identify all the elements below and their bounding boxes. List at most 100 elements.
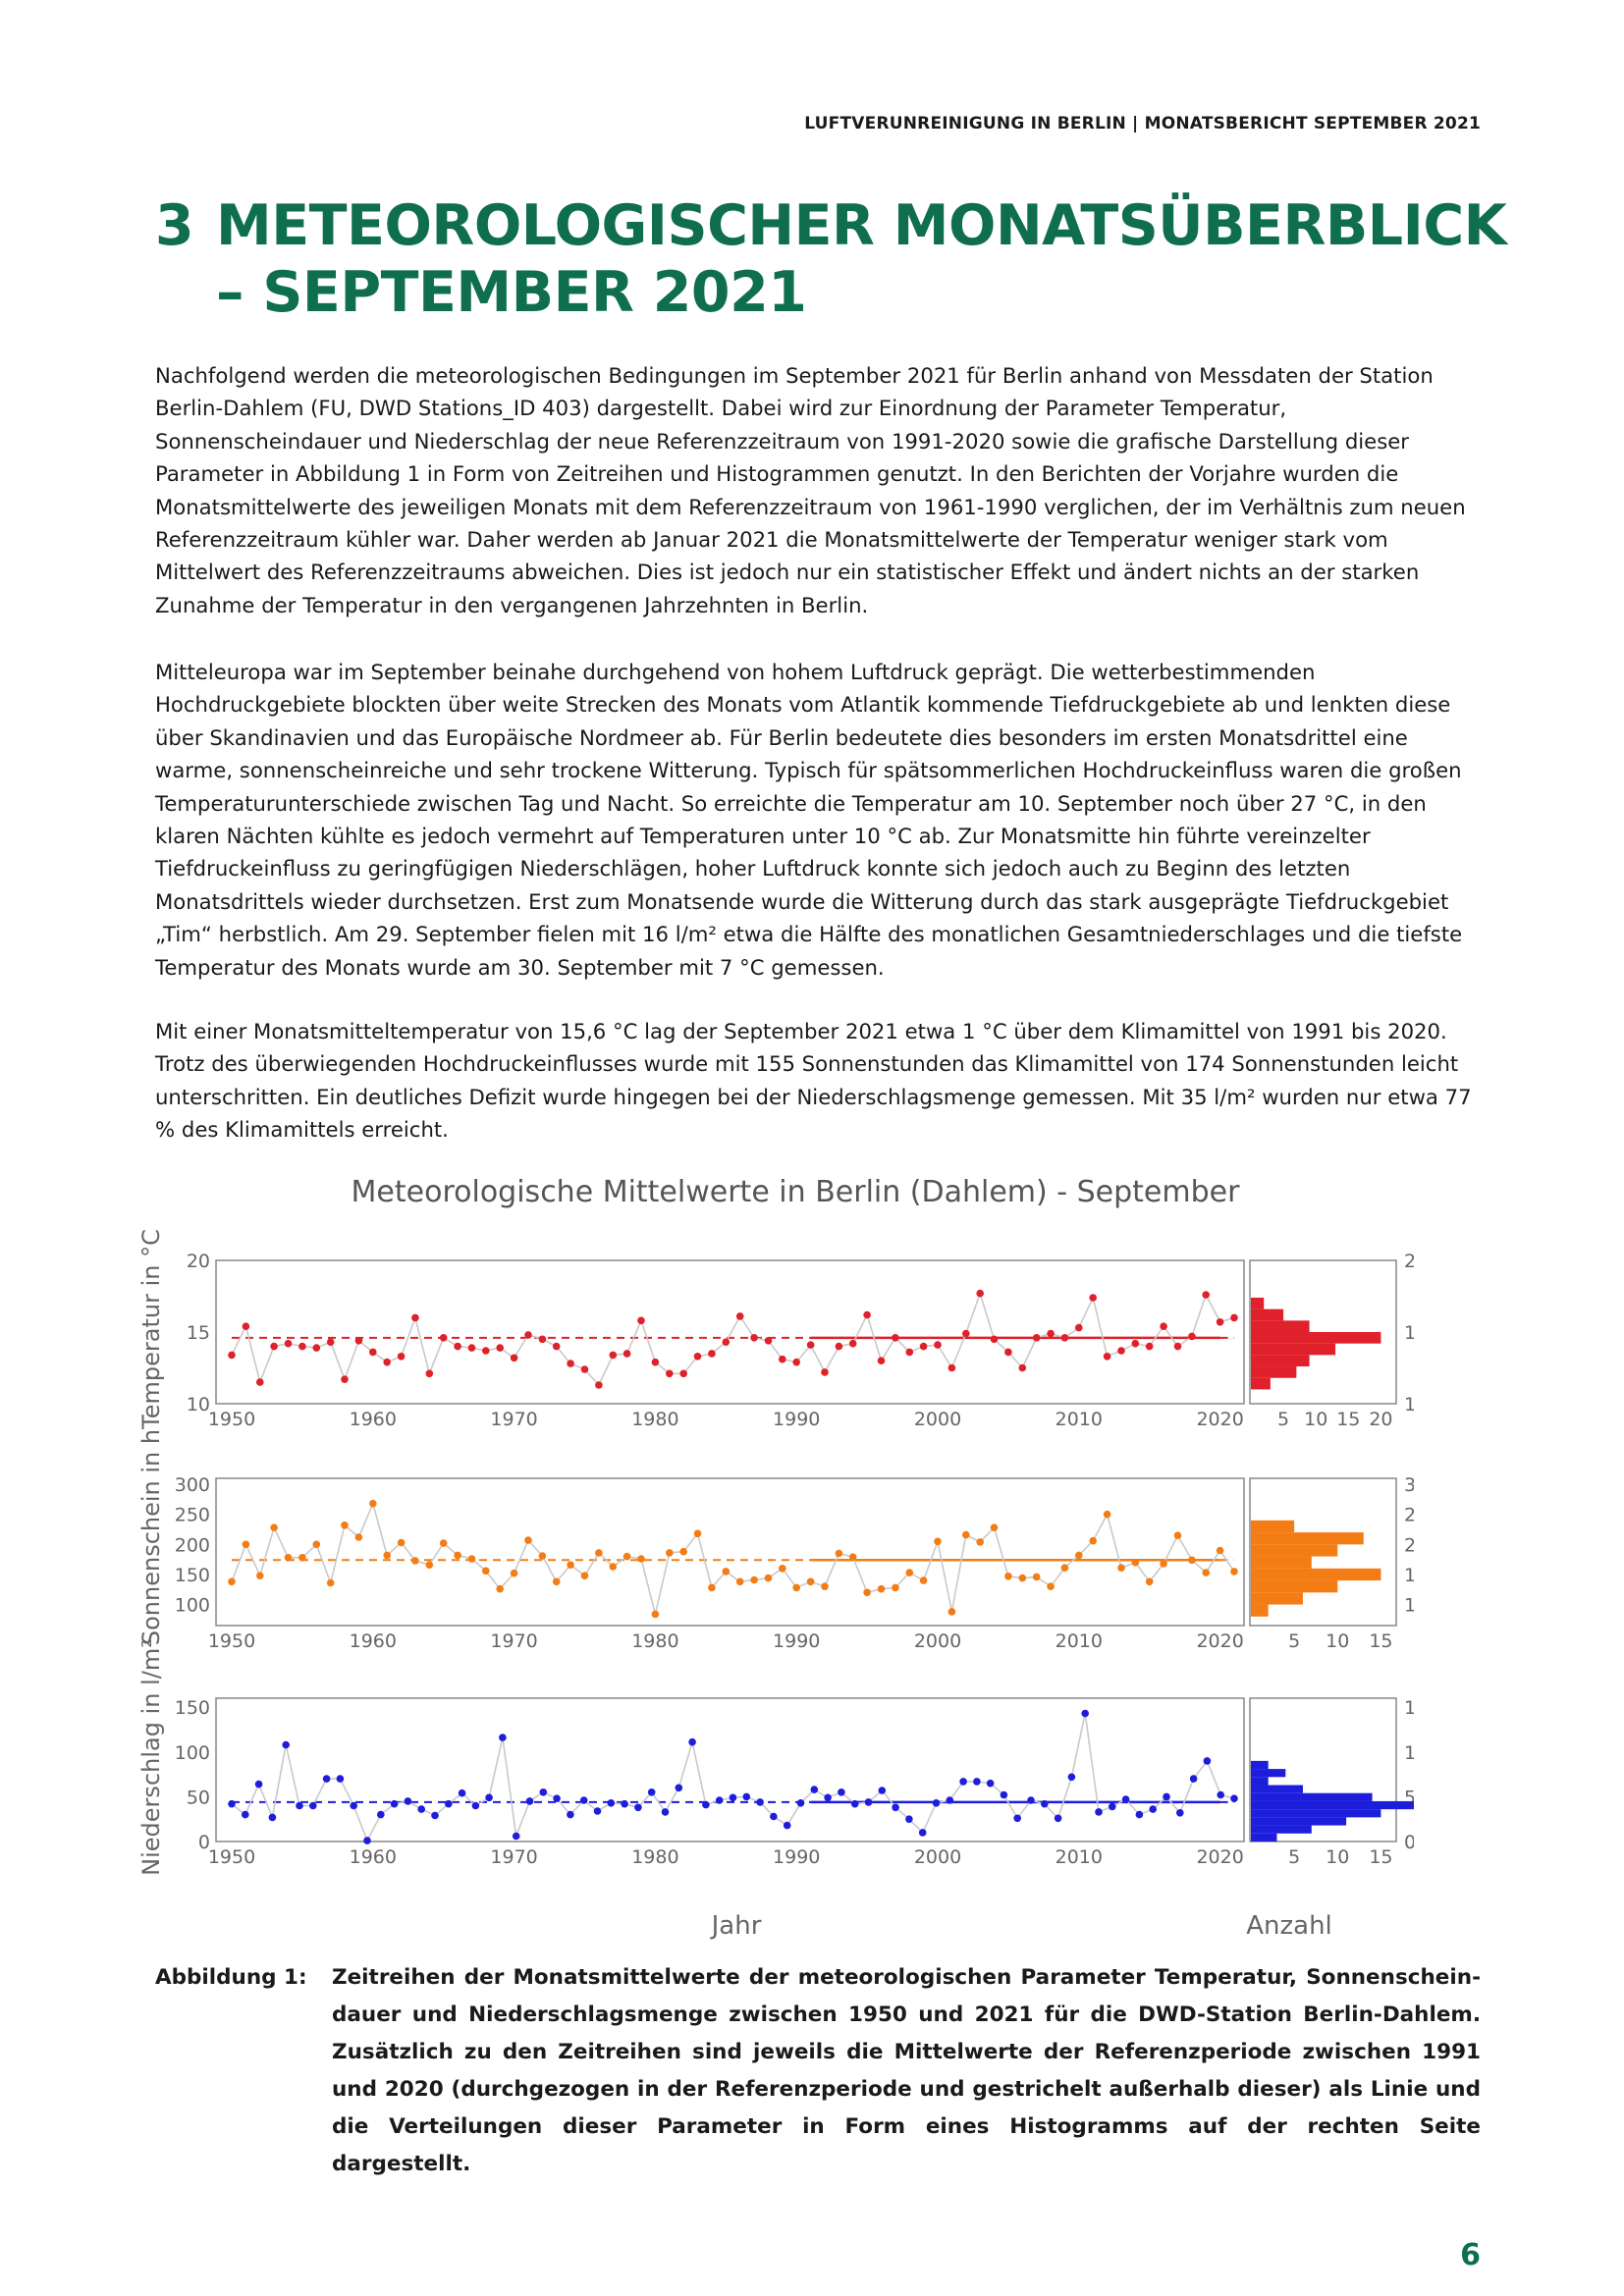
data-point bbox=[821, 1368, 829, 1376]
data-point bbox=[779, 1355, 786, 1363]
paragraph-intro: Nachfolgend werden die meteorologischen … bbox=[155, 363, 1466, 617]
x-tick-label: 1980 bbox=[631, 1630, 678, 1652]
panel-sonnenschein: 100 100 150 150 200 200 250 250 300 300 1950 1960 19… bbox=[175, 1474, 1414, 1652]
hist-x-tick-label: 10 bbox=[1326, 1846, 1349, 1868]
data-point bbox=[864, 1798, 873, 1806]
data-point bbox=[661, 1808, 670, 1816]
histogram-bar bbox=[1251, 1377, 1271, 1390]
data-point bbox=[1131, 1339, 1140, 1348]
data-point bbox=[666, 1369, 674, 1378]
data-point bbox=[647, 1789, 656, 1796]
data-point bbox=[539, 1789, 548, 1796]
x-tick-label: 1950 bbox=[208, 1846, 255, 1868]
data-point bbox=[990, 1335, 999, 1344]
data-point bbox=[354, 1533, 363, 1541]
data-point bbox=[722, 1568, 731, 1575]
data-point bbox=[1032, 1334, 1041, 1342]
data-point bbox=[651, 1358, 660, 1366]
data-point bbox=[1047, 1329, 1055, 1338]
y-tick-label: 100 bbox=[175, 1595, 210, 1617]
data-point bbox=[298, 1342, 306, 1351]
data-point bbox=[485, 1793, 493, 1802]
data-point bbox=[411, 1557, 419, 1565]
data-point bbox=[242, 1322, 250, 1330]
data-point bbox=[905, 1348, 914, 1357]
data-point bbox=[1000, 1790, 1008, 1799]
y-tick-label-right: 300 bbox=[1404, 1474, 1414, 1496]
data-point bbox=[270, 1523, 278, 1531]
y-tick-label: 50 bbox=[187, 1787, 210, 1808]
histogram-bar bbox=[1251, 1800, 1414, 1810]
panel-temperatur: 1010151520201950196019701980199020002010… bbox=[187, 1251, 1414, 1430]
data-point bbox=[411, 1313, 419, 1322]
x-tick-label: 2010 bbox=[1056, 1409, 1103, 1430]
y-tick-label-right: 50 bbox=[1404, 1787, 1414, 1808]
histogram-bar bbox=[1251, 1760, 1269, 1770]
series-line bbox=[231, 1713, 1235, 1843]
hist-x-tick-label: 10 bbox=[1304, 1409, 1327, 1430]
data-point bbox=[1163, 1792, 1170, 1801]
x-tick-label: 1960 bbox=[350, 1409, 397, 1430]
data-point bbox=[863, 1310, 871, 1319]
y-tick-label-right: 100 bbox=[1404, 1595, 1414, 1617]
y-tick-label: 20 bbox=[187, 1251, 210, 1272]
section-number: 3 bbox=[155, 193, 194, 258]
data-point bbox=[341, 1375, 349, 1383]
histogram-bar bbox=[1251, 1520, 1295, 1533]
data-point bbox=[553, 1794, 561, 1802]
data-point bbox=[1081, 1709, 1089, 1718]
data-point bbox=[1160, 1322, 1167, 1330]
data-point bbox=[309, 1801, 317, 1810]
paragraph-weather: Mitteleuropa war im September beinahe du… bbox=[155, 660, 1463, 980]
data-point bbox=[1216, 1318, 1224, 1326]
data-point bbox=[863, 1588, 871, 1597]
histogram-bar bbox=[1251, 1792, 1373, 1801]
x-tick-label: 1960 bbox=[350, 1630, 397, 1652]
data-point bbox=[1117, 1347, 1125, 1355]
data-point bbox=[397, 1353, 406, 1361]
data-point bbox=[877, 1357, 886, 1364]
data-point bbox=[1160, 1560, 1167, 1568]
data-point bbox=[496, 1584, 504, 1593]
data-point bbox=[1173, 1531, 1182, 1539]
data-point bbox=[1060, 1334, 1069, 1342]
page-number: 6 bbox=[1460, 2238, 1481, 2272]
y-tick-label: 10 bbox=[187, 1394, 210, 1415]
data-point bbox=[445, 1799, 453, 1808]
data-point bbox=[1089, 1294, 1097, 1302]
x-tick-label: 1970 bbox=[490, 1630, 537, 1652]
data-point bbox=[779, 1565, 786, 1573]
data-point bbox=[962, 1530, 970, 1539]
data-point bbox=[454, 1342, 461, 1351]
data-point bbox=[510, 1569, 518, 1577]
data-point bbox=[1149, 1805, 1157, 1813]
data-point bbox=[256, 1572, 264, 1579]
data-point bbox=[538, 1335, 547, 1344]
data-point bbox=[242, 1810, 249, 1819]
histogram-bar bbox=[1251, 1785, 1303, 1793]
data-point bbox=[850, 1799, 859, 1808]
data-point bbox=[482, 1567, 490, 1575]
y-tick-label-right: 10 bbox=[1404, 1394, 1414, 1415]
data-point bbox=[934, 1537, 942, 1546]
data-point bbox=[806, 1341, 815, 1349]
data-point bbox=[750, 1334, 758, 1342]
data-point bbox=[1188, 1556, 1196, 1565]
data-point bbox=[467, 1344, 476, 1352]
data-point bbox=[905, 1815, 913, 1823]
data-point bbox=[404, 1797, 412, 1805]
data-point bbox=[552, 1577, 561, 1586]
data-point bbox=[1075, 1551, 1083, 1560]
data-point bbox=[1131, 1558, 1140, 1567]
hist-x-tick-label: 15 bbox=[1369, 1846, 1392, 1868]
data-point bbox=[835, 1342, 843, 1351]
data-point bbox=[336, 1775, 345, 1783]
data-point bbox=[1013, 1814, 1021, 1823]
data-point bbox=[838, 1789, 845, 1796]
data-point bbox=[341, 1522, 349, 1529]
x-tick-label: 1990 bbox=[773, 1630, 820, 1652]
data-point bbox=[742, 1792, 751, 1801]
histogram-bar bbox=[1251, 1809, 1381, 1818]
y-tick-label-right: 0 bbox=[1404, 1832, 1414, 1853]
